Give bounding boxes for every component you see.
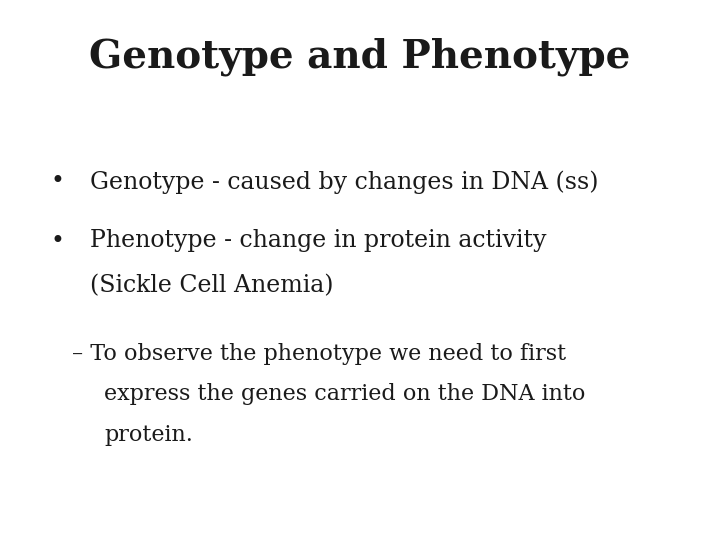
Text: express the genes carried on the DNA into: express the genes carried on the DNA int… bbox=[104, 383, 586, 406]
Text: Genotype - caused by changes in DNA (ss): Genotype - caused by changes in DNA (ss) bbox=[90, 170, 598, 194]
Text: (Sickle Cell Anemia): (Sickle Cell Anemia) bbox=[90, 274, 333, 297]
Text: protein.: protein. bbox=[104, 424, 193, 446]
Text: Phenotype - change in protein activity: Phenotype - change in protein activity bbox=[90, 230, 546, 253]
Text: – To observe the phenotype we need to first: – To observe the phenotype we need to fi… bbox=[72, 343, 566, 365]
Text: •: • bbox=[50, 170, 64, 193]
Text: Genotype and Phenotype: Genotype and Phenotype bbox=[89, 38, 631, 76]
Text: •: • bbox=[50, 230, 64, 253]
